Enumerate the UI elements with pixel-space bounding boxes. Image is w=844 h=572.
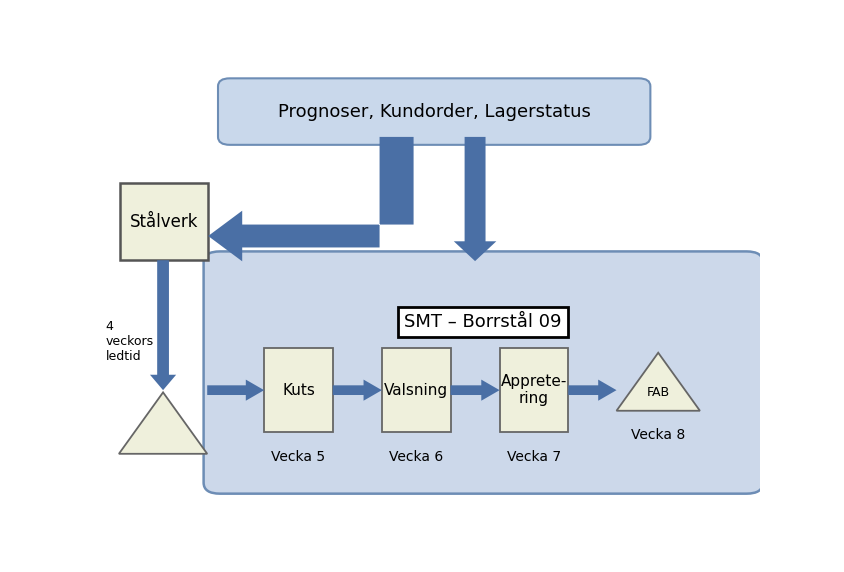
Text: Apprete-
ring: Apprete- ring [500, 374, 567, 406]
Polygon shape [451, 380, 500, 401]
Text: Kuts: Kuts [282, 383, 315, 398]
FancyBboxPatch shape [500, 348, 568, 432]
Text: FAB: FAB [647, 386, 670, 399]
Polygon shape [568, 380, 616, 401]
Text: Stålverk: Stålverk [130, 213, 198, 231]
FancyBboxPatch shape [120, 183, 208, 260]
Polygon shape [454, 137, 496, 261]
Text: Vecka 5: Vecka 5 [272, 450, 326, 464]
Text: 4
veckors
ledtid: 4 veckors ledtid [106, 320, 154, 363]
Text: Vecka 7: Vecka 7 [507, 450, 561, 464]
FancyBboxPatch shape [218, 78, 651, 145]
Text: SMT – Borrstål 09: SMT – Borrstål 09 [404, 313, 562, 331]
Polygon shape [616, 353, 700, 411]
Polygon shape [150, 260, 176, 390]
Polygon shape [208, 380, 264, 401]
Text: Valsning: Valsning [384, 383, 448, 398]
FancyBboxPatch shape [381, 348, 451, 432]
Text: Vecka 6: Vecka 6 [389, 450, 443, 464]
Text: Vecka 8: Vecka 8 [631, 428, 685, 442]
FancyBboxPatch shape [203, 252, 763, 494]
FancyBboxPatch shape [264, 348, 333, 432]
Polygon shape [208, 137, 414, 261]
Polygon shape [119, 392, 208, 454]
Polygon shape [333, 380, 381, 401]
Text: Prognoser, Kundorder, Lagerstatus: Prognoser, Kundorder, Lagerstatus [278, 102, 591, 121]
